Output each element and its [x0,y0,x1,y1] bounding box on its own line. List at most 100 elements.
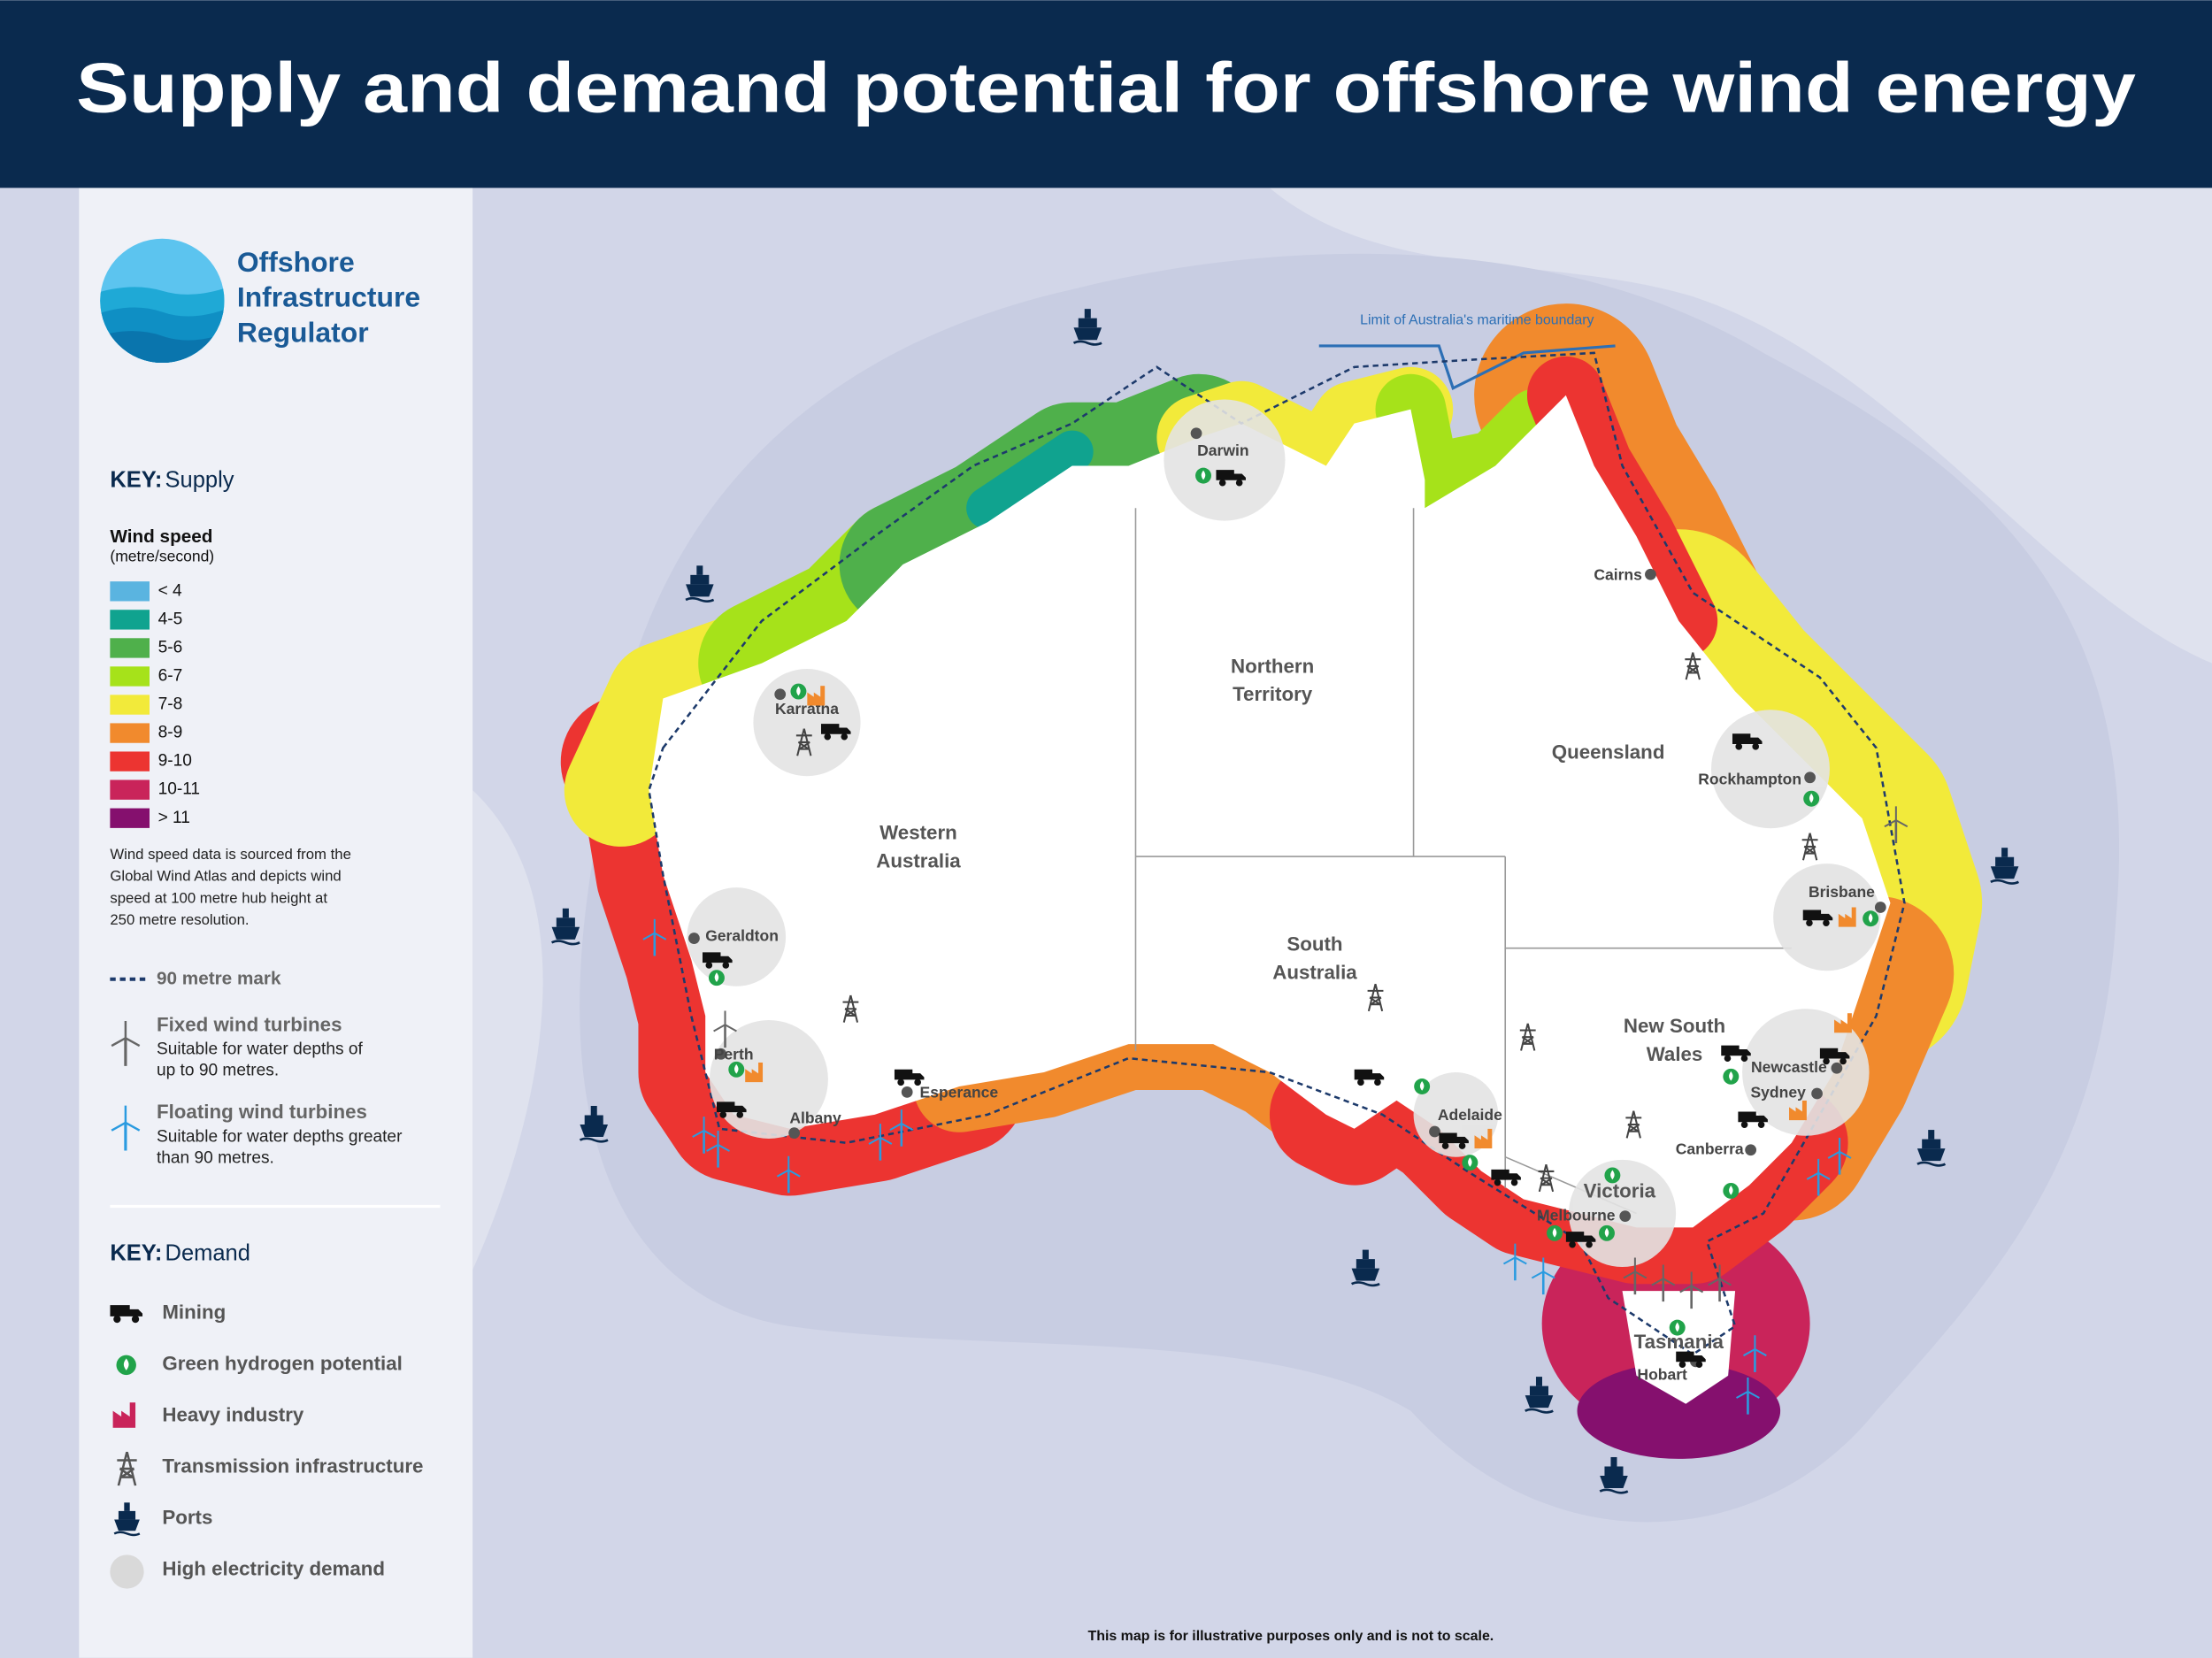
city-label: Cairns [1594,565,1642,583]
ninety-metre-line [648,351,1906,1356]
hydrogen-icon [116,1355,136,1376]
footer-note: This map is for illustrative purposes on… [1087,1629,1494,1644]
legend-swatch [110,666,150,687]
legend-label: Fixed wind turbines [157,1013,342,1035]
logo-mark [100,238,225,364]
legend-label: > 11 [158,809,190,827]
cities: Darwin Karratha Cairns Rockhampton Brisbane G… [688,427,1886,1383]
region-label: Victoria [1584,1179,1656,1201]
city-dot [1874,902,1886,913]
city-label: Esperance [920,1084,999,1101]
key-heading: Demand [165,1240,250,1265]
legend-swatch [110,779,150,800]
city-dot [1619,1210,1632,1223]
city-label: Melbourne [1537,1206,1616,1224]
legend-swatch [110,695,150,715]
hydrogen-icon [728,1061,745,1078]
legend-note: 250 metre resolution. [110,911,249,928]
legend-swatch [110,610,150,630]
city-label: Newcastle [1751,1058,1827,1076]
hydrogen-icon [1604,1167,1621,1184]
legend-swatch [110,808,150,828]
hydrogen-icon [1669,1319,1686,1336]
city-dot [1190,427,1202,440]
hydrogen-icon [1723,1182,1740,1199]
key-heading: Supply [165,468,234,493]
region-label: Territory [1233,683,1313,705]
city-label: Brisbane [1809,883,1875,901]
legend-swatch [110,581,150,602]
region-label: Wales [1647,1043,1703,1065]
city-label: Sydney [1751,1084,1807,1101]
legend-label: Transmission infrastructure [162,1455,423,1478]
city-dot [688,933,700,944]
demand-icon [110,1554,144,1589]
maritime-boundary [1318,344,1616,391]
hydrogen-icon [1723,1068,1740,1085]
legend-subtitle: (metre/second) [110,548,214,565]
city-label: Hobart [1637,1365,1687,1383]
city-dot [1831,1062,1843,1074]
title: Supply and demand potential for offshore… [76,49,2136,127]
city-dot [1429,1125,1440,1138]
tasmania-land [1622,1291,1736,1404]
city-dot [1745,1144,1757,1156]
region-label: Northern [1231,655,1314,677]
city-label: Rockhampton [1698,771,1801,788]
legend-label: 6-7 [158,667,183,686]
region-label: New South [1624,1015,1725,1037]
header [0,0,2212,188]
city-label: Karratha [775,700,839,718]
sea-shade [472,790,543,1270]
legend-note: Global Wind Atlas and depicts wind [110,868,341,885]
hydrogen-icon [790,683,807,700]
legend-label: 9-10 [158,752,192,771]
legend-label: Floating wind turbines [157,1101,367,1123]
legend-desc: up to 90 metres. [157,1061,279,1079]
city-label: Albany [789,1109,841,1126]
legend-label: Heavy industry [162,1404,304,1426]
city-dot [788,1127,801,1139]
hydrogen-icon [1547,1224,1563,1241]
logo-text: Infrastructure [237,281,420,313]
legend-label: 90 metre mark [157,968,281,988]
legend-label: Mining [162,1301,226,1324]
legend-label: < 4 [158,581,182,600]
region-label: South [1286,933,1342,955]
legend-label: 8-9 [158,724,183,742]
region-label: Australia [1272,961,1357,983]
legend-swatch [110,751,150,771]
region-label: Western [879,821,957,843]
legend-label: 10-11 [158,780,200,799]
city-dot [1804,771,1816,784]
hydrogen-icon [1599,1224,1615,1241]
legend-label: 4-5 [158,610,183,628]
legend-swatch [110,638,150,658]
legend-label: 5-6 [158,638,183,656]
sea-shade [1269,188,2212,664]
city-label: Perth [714,1046,754,1063]
legend-label: 7-8 [158,695,183,714]
legend-label: Green hydrogen potential [162,1353,403,1375]
legend-desc: Suitable for water depths of [157,1040,364,1059]
legend-desc: Suitable for water depths greater [157,1127,403,1146]
hydrogen-icon [708,970,725,986]
key-heading: KEY: [110,1240,162,1265]
legend-desc: than 90 metres. [157,1148,274,1167]
city-label: Geraldton [705,927,779,945]
city-dot [901,1086,913,1098]
legend-note: Wind speed data is sourced from the [110,846,351,863]
legend-note: speed at 100 metre hub height at [110,889,327,906]
legend-title: Wind speed [110,526,212,547]
sidebar [79,188,473,1658]
city-dot [715,1048,727,1060]
key-heading: KEY: [110,468,162,493]
legend-label: Ports [162,1507,212,1529]
city-label: Darwin [1197,441,1248,459]
city-dot [774,688,787,701]
region-label: Australia [876,849,961,871]
city-label: Canberra [1676,1140,1744,1157]
logo-text: Regulator [237,317,369,349]
